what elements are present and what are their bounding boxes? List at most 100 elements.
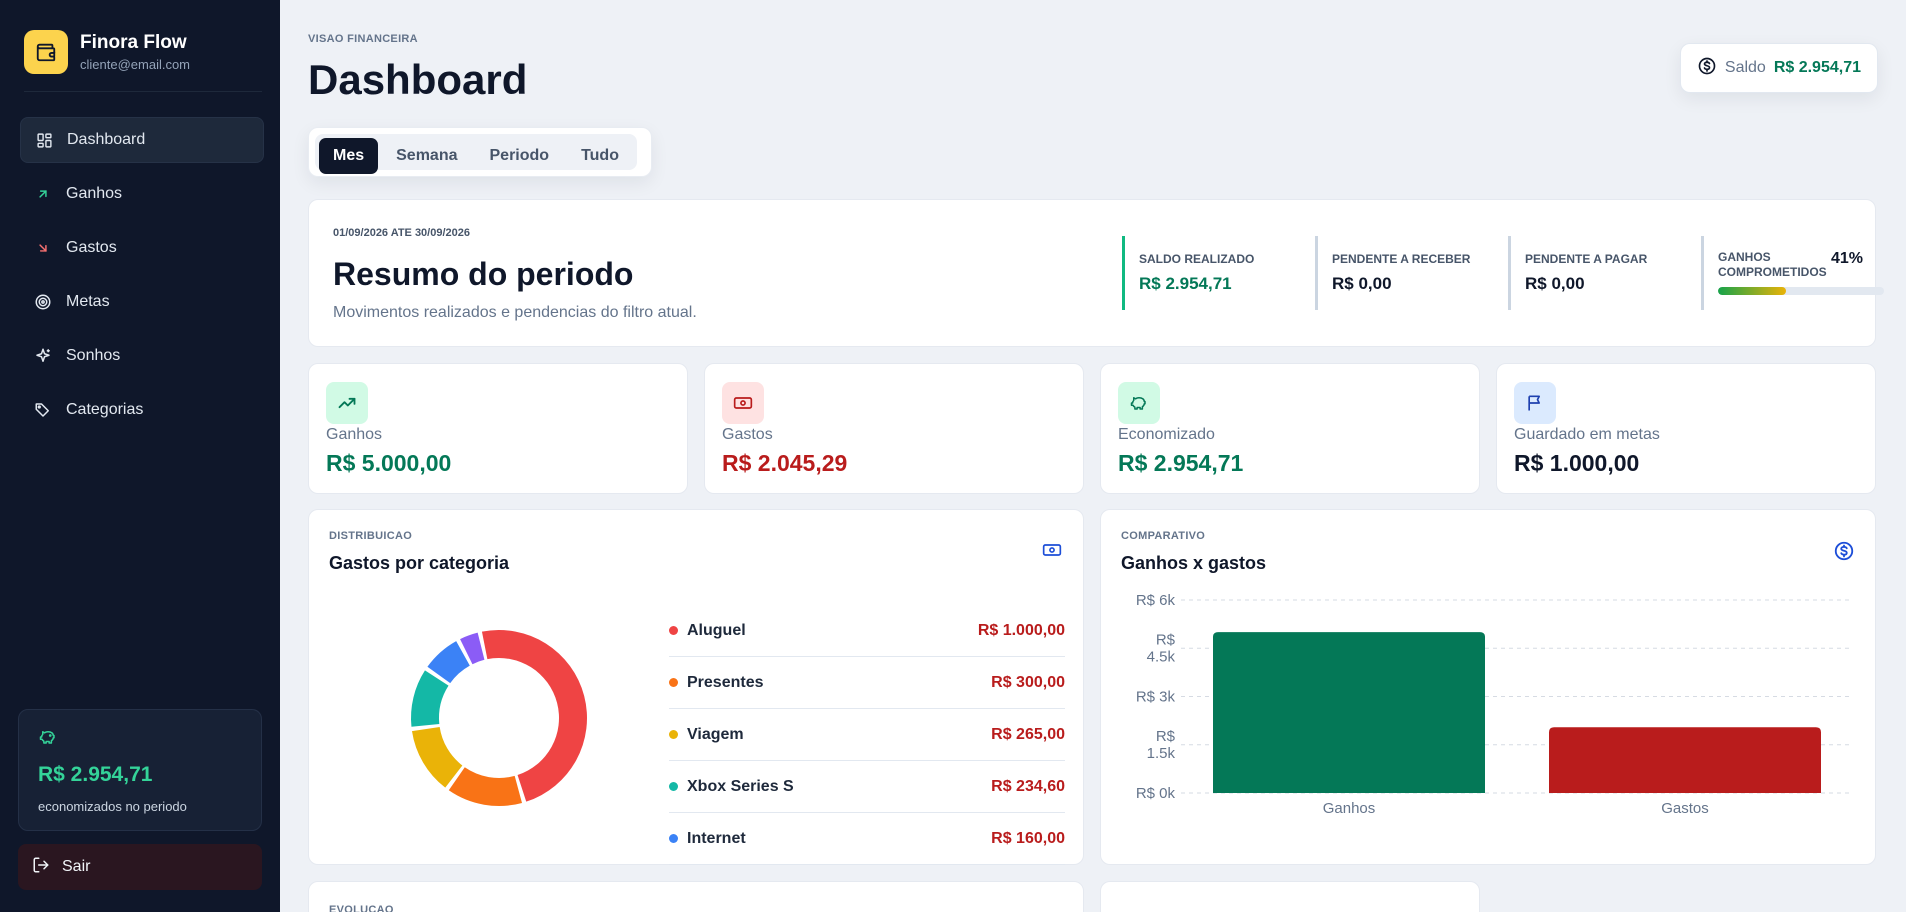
legend-row-internet: Internet R$ 160,00 — [669, 813, 1065, 865]
piggy-bank-icon — [1118, 382, 1160, 424]
stat-pendente-receber: PENDENTE A RECEBER R$ 0,00 — [1315, 236, 1505, 310]
income-vs-expense-card: COMPARATIVO Ganhos x gastos R$ 0k R$ 1.5k R… — [1100, 509, 1876, 865]
sidebar-item-ganhos[interactable]: Ganhos — [20, 171, 264, 217]
date-range: 01/09/2026 ATE 30/09/2026 — [333, 227, 470, 239]
income-expense-bar-chart: R$ 0k R$ 1.5k R$ 3k R$ 4.5k R$ 6k Ganhos Gastos — [1136, 592, 1853, 817]
donut-slice-xbox-series-s[interactable] — [411, 670, 449, 727]
kpi-card-ganhos: Ganhos R$ 5.000,00 — [308, 363, 688, 494]
banknote-icon — [1041, 540, 1063, 565]
kpi-value: R$ 2.954,71 — [1118, 450, 1244, 476]
sidebar-item-label: Categorias — [66, 401, 144, 418]
period-tabs: Mes Semana Periodo Tudo — [308, 127, 652, 177]
panel-title: Ganhos x gastos — [1121, 553, 1267, 573]
piggy-bank-icon — [38, 731, 58, 750]
target-icon — [34, 293, 52, 311]
kpi-value: R$ 2.045,29 — [722, 450, 848, 476]
logout-button[interactable]: Sair — [18, 844, 262, 890]
panel-eyebrow: EVOLUCAO — [329, 904, 394, 912]
legend-value: R$ 1.000,00 — [977, 621, 1065, 639]
tags-icon — [34, 401, 52, 419]
balance-value: R$ 2.954,71 — [1773, 59, 1861, 76]
category-donut-chart — [411, 630, 587, 806]
stat-label: PENDENTE A RECEBER — [1332, 252, 1471, 266]
sidebar-savings-label: economizados no periodo — [38, 799, 187, 814]
stat-label: PENDENTE A PAGAR — [1525, 252, 1648, 266]
stat-ganhos-comprometidos: GANHOS COMPROMETIDOS 41% — [1701, 236, 1884, 310]
stat-value: R$ 0,00 — [1525, 274, 1585, 293]
legend-name: Xbox Series S — [687, 777, 794, 795]
panel-eyebrow: COMPARATIVO — [1121, 530, 1206, 542]
sidebar-savings-amount: R$ 2.954,71 — [38, 763, 153, 786]
bottom-card — [1100, 881, 1480, 912]
sidebar-divider — [24, 91, 262, 92]
stat-saldo-realizado: SALDO REALIZADO R$ 2.954,71 — [1122, 236, 1312, 310]
sidebar: Finora Flow cliente@email.com Dashboard … — [0, 0, 280, 912]
sidebar-item-metas[interactable]: Metas — [20, 279, 264, 325]
legend-row-viagem: Viagem R$ 265,00 — [669, 709, 1065, 761]
tab-semana[interactable]: Semana — [396, 147, 458, 164]
wallet-icon — [24, 30, 68, 74]
sidebar-item-gastos[interactable]: Gastos — [20, 225, 264, 271]
legend-value: R$ 265,00 — [991, 725, 1065, 743]
bar-gastos[interactable] — [1549, 727, 1821, 793]
bar-ganhos[interactable] — [1213, 632, 1485, 793]
y-tick-label: R$ 1.5k — [1147, 728, 1176, 762]
kpi-card-metas: Guardado em metas R$ 1.000,00 — [1496, 363, 1876, 494]
dollar-circle-icon — [1697, 56, 1717, 81]
spending-by-category-card: DISTRIBUICAO Gastos por categoria Alugue… — [308, 509, 1084, 865]
legend-name: Presentes — [687, 673, 764, 691]
x-tick-label: Ganhos — [1323, 800, 1376, 817]
evolution-card: EVOLUCAO — [308, 881, 1084, 912]
brand[interactable]: Finora Flow cliente@email.com — [24, 30, 190, 74]
tab-periodo[interactable]: Periodo — [489, 147, 550, 164]
legend-dot — [669, 730, 678, 739]
committed-progress-fill — [1718, 287, 1787, 295]
legend-value: R$ 160,00 — [991, 829, 1065, 847]
summary-title: Resumo do periodo — [333, 256, 634, 292]
committed-percent: 41% — [1830, 250, 1863, 267]
tab-tudo[interactable]: Tudo — [581, 147, 619, 164]
sparkle-icon — [34, 347, 52, 365]
legend-row-presentes: Presentes R$ 300,00 — [669, 657, 1065, 709]
category-legend: Aluguel R$ 1.000,00 Presentes R$ 300,00 … — [669, 605, 1065, 865]
kpi-label: Gastos — [722, 426, 773, 443]
donut-slice-aluguel[interactable] — [481, 630, 587, 802]
banknote-icon — [722, 382, 764, 424]
sidebar-item-sonhos[interactable]: Sonhos — [20, 333, 264, 379]
arrow-down-right-icon — [34, 239, 52, 257]
panel-eyebrow: DISTRIBUICAO — [329, 530, 413, 542]
flag-icon — [1514, 382, 1556, 424]
sidebar-savings-card: R$ 2.954,71 economizados no periodo — [18, 709, 262, 831]
stat-value: R$ 2.954,71 — [1139, 274, 1232, 293]
committed-progress-bar — [1718, 287, 1884, 295]
donut-slice-internet[interactable] — [427, 641, 470, 684]
sidebar-item-categorias[interactable]: Categorias — [20, 387, 264, 433]
user-email: cliente@email.com — [80, 57, 191, 72]
kpi-value: R$ 5.000,00 — [326, 450, 452, 476]
donut-slice-viagem[interactable] — [411, 726, 463, 788]
legend-row-aluguel: Aluguel R$ 1.000,00 — [669, 605, 1065, 657]
sidebar-item-dashboard[interactable]: Dashboard — [20, 117, 264, 163]
legend-dot — [669, 782, 678, 791]
sidebar-item-label: Dashboard — [67, 131, 146, 148]
period-summary-card: 01/09/2026 ATE 30/09/2026 Resumo do peri… — [308, 199, 1884, 347]
arrow-up-right-icon — [34, 185, 52, 203]
trend-up-icon — [326, 382, 368, 424]
sidebar-item-label: Metas — [66, 293, 110, 310]
legend-name: Internet — [687, 829, 746, 847]
donut-slice-outros[interactable] — [460, 632, 485, 665]
tab-mes[interactable]: Mes — [319, 138, 379, 174]
donut-slice-presentes[interactable] — [448, 767, 523, 806]
stat-label: SALDO REALIZADO — [1139, 252, 1255, 266]
sidebar-item-label: Ganhos — [66, 185, 123, 202]
kpi-label: Economizado — [1118, 426, 1215, 443]
summary-subtitle: Movimentos realizados e pendencias do fi… — [333, 304, 697, 321]
stat-pendente-pagar: PENDENTE A PAGAR R$ 0,00 — [1508, 236, 1698, 310]
sidebar-nav: Dashboard Ganhos Gastos Metas Sonhos — [20, 117, 264, 441]
stat-value: R$ 0,00 — [1332, 274, 1392, 293]
legend-name: Viagem — [687, 725, 744, 743]
logout-icon — [32, 856, 50, 879]
kpi-value: R$ 1.000,00 — [1514, 450, 1640, 476]
kpi-card-gastos: Gastos R$ 2.045,29 — [704, 363, 1084, 494]
main-content: VISAO FINANCEIRA Dashboard Saldo R$ 2.95… — [280, 0, 1906, 912]
